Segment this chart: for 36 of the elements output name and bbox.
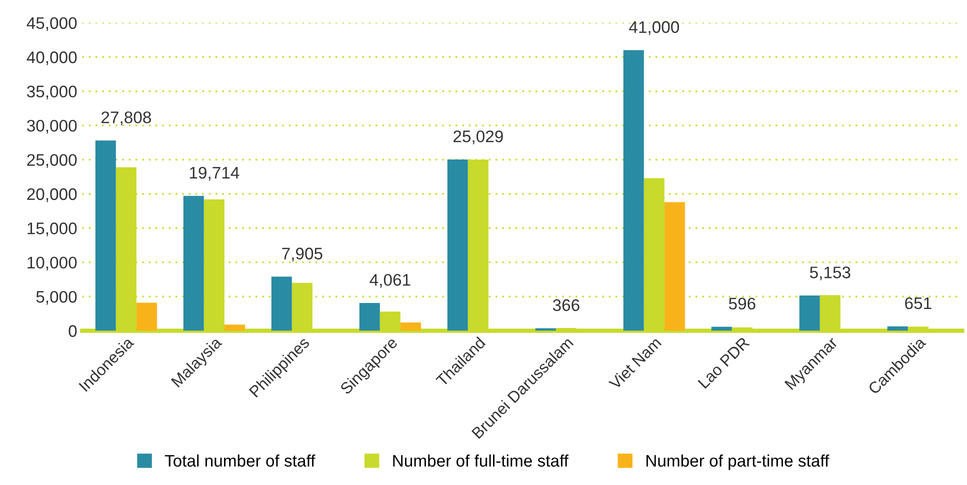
data-label: 651 [905,297,932,310]
data-label: 41,000 [629,21,680,35]
bar [887,326,908,331]
bar [359,302,380,331]
y-tick-label: 35,000 [27,86,77,100]
data-label: 4,061 [370,274,410,288]
bar [447,159,468,331]
bar [271,276,292,331]
bar [623,50,644,331]
legend-label: Total number of staff [164,454,316,467]
y-tick-label: 10,000 [28,256,77,271]
y-tick-label: 5,000 [36,290,77,305]
data-label: 7,905 [282,248,322,262]
data-label: 25,029 [454,130,503,144]
y-tick-label: 45,000 [26,17,77,31]
bar [136,302,157,331]
y-tick-label: 0 [68,325,77,337]
y-tick-label: 25,000 [27,154,77,168]
legend-label: Number of part-time staff [646,454,830,470]
y-tick-label: 40,000 [26,51,77,66]
bar [711,326,732,331]
legend-label: Number of full-time staff [393,454,569,467]
bar [95,140,116,331]
data-label: 19,714 [190,166,240,181]
y-tick-label: 15,000 [28,222,77,236]
data-label: 596 [728,298,756,310]
data-label: 366 [552,299,580,312]
bar [664,202,685,331]
y-tick-label: 20,000 [27,188,77,202]
data-label: 5,153 [810,266,850,280]
bar [183,196,204,331]
bar [799,296,820,331]
bar [224,324,245,331]
y-tick-label: 30,000 [27,120,77,134]
bar [400,322,421,331]
data-label: 27,808 [102,111,151,126]
